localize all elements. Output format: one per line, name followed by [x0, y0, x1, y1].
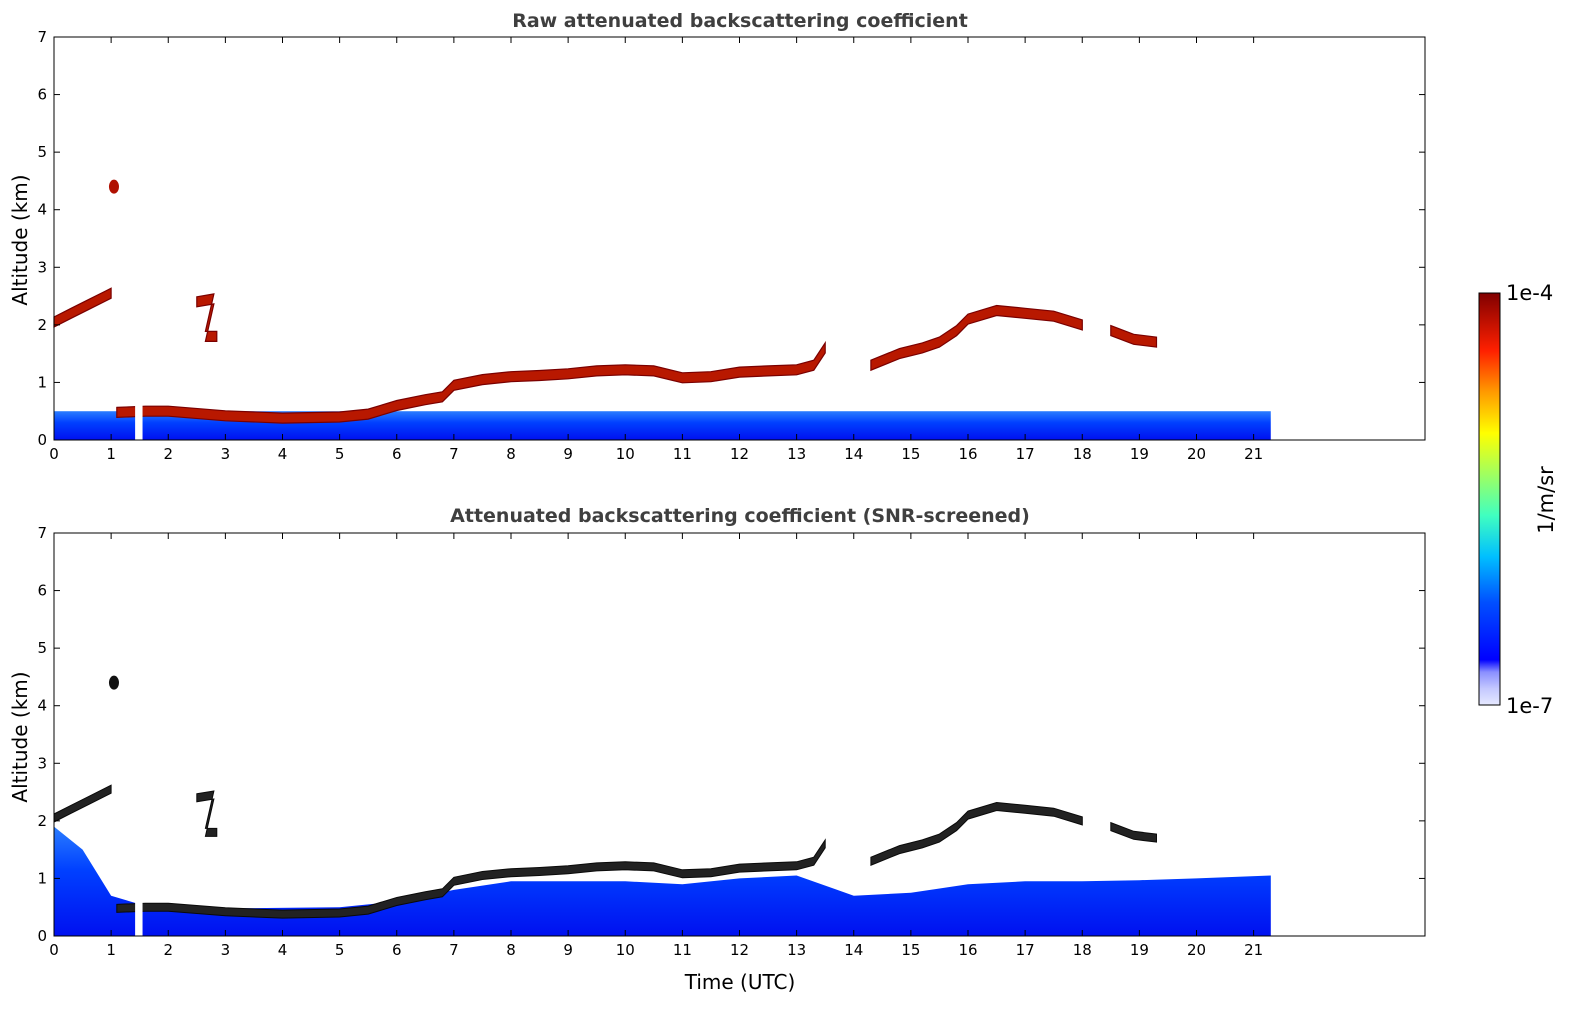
- raw-backscatter-panel: Raw attenuated backscattering coefficien…: [8, 10, 1426, 463]
- y-axis: 0 1 2 3 4 5 6 7: [37, 28, 1425, 449]
- chart-title: Attenuated backscattering coefficient (S…: [450, 505, 1030, 527]
- x-tick-label: 10: [616, 445, 635, 463]
- screened-backscatter-panel: Attenuated backscattering coefficient (S…: [8, 505, 1426, 994]
- y-tick-label: 7: [37, 524, 47, 542]
- x-tick-label: 8: [506, 941, 516, 959]
- x-tick-label: 15: [901, 941, 920, 959]
- x-tick-label: 19: [1130, 445, 1149, 463]
- cloud-layer: [108, 675, 119, 690]
- cloud-layer: [1110, 821, 1157, 843]
- data-gap: [135, 37, 143, 440]
- x-axis-label: Time (UTC): [684, 970, 796, 994]
- y-axis: 0 1 2 3 4 5 6 7: [37, 524, 1425, 945]
- x-tick-label: 21: [1244, 445, 1263, 463]
- x-tick-label: 21: [1244, 941, 1263, 959]
- x-tick-label: 9: [563, 445, 573, 463]
- x-tick-label: 0: [49, 941, 59, 959]
- cloud-layer: [53, 784, 112, 823]
- cloud-layer: [1110, 324, 1158, 348]
- x-tick-label: 13: [787, 941, 806, 959]
- x-tick-label: 4: [278, 445, 288, 463]
- x-axis: 0 1 2 3 4 5 6 7 8 9 10 11 12 13 14 15 16 17 18 19 20 21: [49, 37, 1263, 463]
- chart-title: Raw attenuated backscattering coefficien…: [512, 10, 968, 32]
- plot-area: [53, 37, 1271, 440]
- colorbar-max-label: 1e-4: [1506, 281, 1553, 305]
- x-tick-label: 12: [730, 445, 749, 463]
- cloud-layer: [196, 790, 218, 837]
- y-tick-label: 3: [37, 754, 47, 772]
- cloud-layer: [108, 179, 119, 194]
- y-tick-label: 7: [37, 28, 47, 46]
- x-tick-label: 8: [506, 445, 516, 463]
- x-tick-label: 6: [392, 445, 402, 463]
- x-tick-label: 18: [1073, 445, 1092, 463]
- x-tick-label: 2: [163, 941, 173, 959]
- x-tick-label: 0: [49, 445, 59, 463]
- y-tick-label: 2: [37, 316, 47, 334]
- y-tick-label: 1: [37, 869, 47, 887]
- x-tick-label: 17: [1016, 445, 1035, 463]
- y-tick-label: 6: [37, 582, 47, 600]
- x-tick-label: 5: [335, 941, 345, 959]
- x-tick-label: 1: [106, 445, 116, 463]
- x-tick-label: 11: [673, 445, 692, 463]
- y-tick-label: 0: [37, 927, 47, 945]
- x-tick-label: 20: [1187, 445, 1206, 463]
- x-tick-label: 7: [449, 445, 459, 463]
- x-tick-label: 14: [844, 445, 863, 463]
- x-tick-label: 4: [278, 941, 288, 959]
- x-tick-label: 17: [1016, 941, 1035, 959]
- y-tick-label: 4: [37, 201, 47, 219]
- x-tick-label: 5: [335, 445, 345, 463]
- raw-signal-late-field: [990, 37, 1271, 440]
- x-tick-label: 3: [221, 941, 231, 959]
- y-tick-label: 6: [37, 86, 47, 104]
- x-tick-label: 11: [673, 941, 692, 959]
- y-tick-label: 1: [37, 373, 47, 391]
- x-tick-label: 3: [221, 445, 231, 463]
- screened-signal-area: [54, 826, 1271, 936]
- x-tick-label: 6: [392, 941, 402, 959]
- x-tick-label: 14: [844, 941, 863, 959]
- x-tick-label: 18: [1073, 941, 1092, 959]
- colorbar-gradient: [1478, 292, 1501, 706]
- cloud-layer: [196, 293, 218, 342]
- y-axis-label: Altitude (km): [8, 671, 32, 802]
- x-tick-label: 15: [901, 445, 920, 463]
- cloud-layer: [53, 287, 112, 328]
- colorbar: 1e-4 1e-7 1/m/sr: [1478, 281, 1558, 718]
- y-tick-label: 5: [37, 143, 47, 161]
- colorbar-unit-label: 1/m/sr: [1534, 466, 1558, 534]
- cloud-layer: [870, 304, 1083, 372]
- boundary-layer-layer: [116, 838, 826, 919]
- x-tick-label: 12: [730, 941, 749, 959]
- y-tick-label: 5: [37, 639, 47, 657]
- y-tick-label: 4: [37, 697, 47, 715]
- x-tick-label: 20: [1187, 941, 1206, 959]
- x-tick-label: 7: [449, 941, 459, 959]
- data-gap: [135, 533, 143, 936]
- x-tick-label: 16: [958, 941, 977, 959]
- cloud-layer: [870, 801, 1083, 866]
- x-tick-label: 16: [958, 445, 977, 463]
- x-tick-label: 1: [106, 941, 116, 959]
- plot-area: [53, 533, 1271, 936]
- colorbar-min-label: 1e-7: [1506, 694, 1553, 718]
- x-tick-label: 13: [787, 445, 806, 463]
- x-tick-label: 10: [616, 941, 635, 959]
- x-axis: 0 1 2 3 4 5 6 7 8 9 10 11 12 13 14 15 16 17 18 19 20 21: [49, 533, 1263, 959]
- boundary-layer-layer: [116, 340, 826, 424]
- y-tick-label: 0: [37, 431, 47, 449]
- y-axis-label: Altitude (km): [8, 174, 32, 305]
- plot-frame: [53, 532, 1426, 937]
- y-tick-label: 3: [37, 258, 47, 276]
- x-tick-label: 9: [563, 941, 573, 959]
- x-tick-label: 19: [1130, 941, 1149, 959]
- y-tick-label: 2: [37, 812, 47, 830]
- x-tick-label: 2: [163, 445, 173, 463]
